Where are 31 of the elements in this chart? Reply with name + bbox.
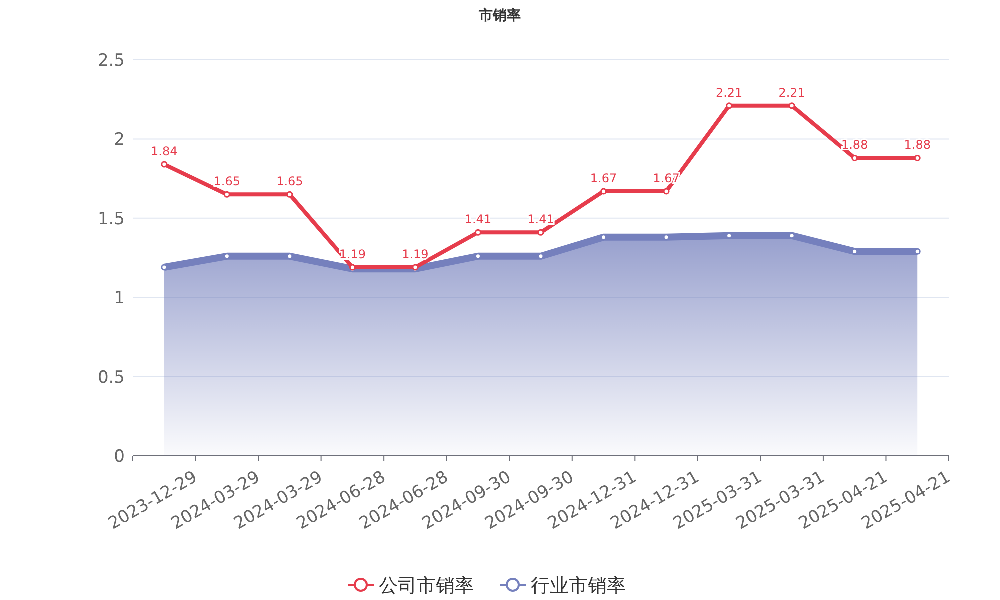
y-tick-label: 1 (114, 288, 125, 309)
y-tick-label: 1.5 (98, 209, 125, 230)
data-label: 1.88 (904, 138, 931, 152)
data-label: 2.21 (778, 86, 806, 100)
data-label: 1.65 (214, 174, 241, 189)
point (663, 188, 670, 195)
point (852, 154, 858, 162)
data-label: 2.21 (716, 86, 743, 100)
point (788, 102, 796, 110)
data-label: 1.88 (841, 138, 868, 152)
legend-label: 公司市销率 (379, 575, 474, 597)
y-tick-label: 2.5 (98, 51, 125, 71)
data-label: 1.41 (528, 212, 554, 227)
point (914, 154, 921, 162)
y-tick-label: 0 (114, 447, 125, 467)
chart-title: 市销率 (478, 7, 521, 24)
point (600, 188, 608, 195)
point (161, 161, 168, 168)
point (224, 191, 230, 198)
data-label: 1.65 (276, 174, 304, 189)
point (286, 191, 294, 198)
legend-label: 行业市销率 (531, 575, 626, 597)
point (538, 229, 544, 236)
y-tick-label: 2 (114, 130, 125, 150)
y-tick-label: 0.5 (98, 368, 125, 388)
data-label: 1.84 (151, 144, 178, 159)
data-label: 1.67 (590, 171, 618, 186)
point (726, 102, 733, 110)
data-label: 1.41 (464, 212, 492, 227)
point (474, 229, 482, 236)
data-label: 1.19 (402, 248, 429, 262)
